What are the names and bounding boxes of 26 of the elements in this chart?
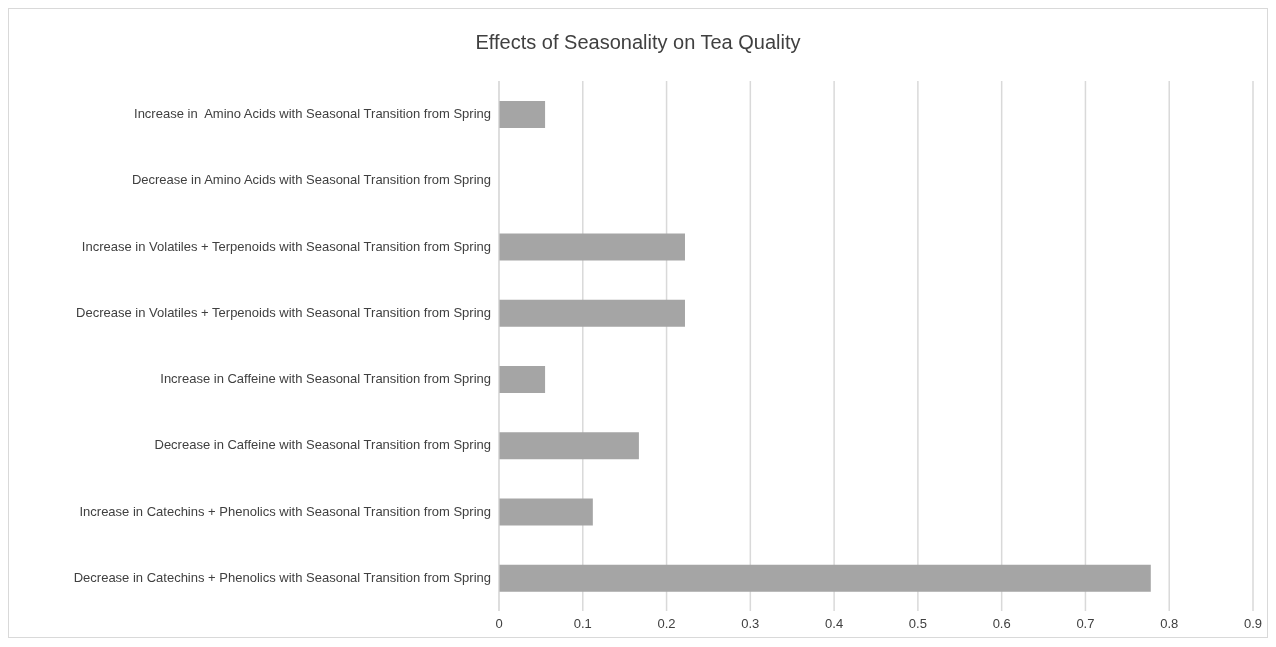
x-tick-label: 0.2 xyxy=(657,616,676,632)
y-tick-label: Increase in Amino Acids with Seasonal Transition from Spring xyxy=(134,106,491,122)
x-tick-label: 0.5 xyxy=(908,616,927,632)
bar xyxy=(499,299,685,327)
bar xyxy=(499,432,639,460)
bar xyxy=(499,564,1151,592)
x-tick-label: 0.6 xyxy=(992,616,1011,632)
bar xyxy=(499,233,685,261)
x-tick-label: 0.9 xyxy=(1243,616,1263,632)
x-tick-label: 0.4 xyxy=(825,616,844,632)
y-tick-label: Increase in Volatiles + Terpenoids with Seasonal Transition from Spring xyxy=(81,238,491,254)
bar xyxy=(499,100,546,128)
y-tick-label: Decrease in Catechins + Phenolics with Seasonal Transition from Spring xyxy=(73,569,491,585)
bar xyxy=(499,365,546,393)
chart-title: Effects of Seasonality on Tea Quality xyxy=(474,30,802,55)
bar xyxy=(499,498,593,526)
x-tick-label: 0.7 xyxy=(1076,616,1095,632)
y-tick-label: Increase in Caffeine with Seasonal Transition from Spring xyxy=(160,371,491,387)
y-tick-label: Decrease in Caffeine with Seasonal Transition from Spring xyxy=(154,437,491,453)
x-tick-label: 0.8 xyxy=(1160,616,1179,632)
y-tick-label: Decrease in Volatiles + Terpenoids with Seasonal Transition from Spring xyxy=(76,304,491,320)
x-tick-label: 0.3 xyxy=(741,616,760,632)
x-tick-label: 0.1 xyxy=(573,616,592,632)
y-tick-label: Increase in Catechins + Phenolics with Seasonal Transition from Spring xyxy=(79,503,491,519)
y-tick-label: Decrease in Amino Acids with Seasonal Transition from Spring xyxy=(131,172,491,188)
x-tick-label: 0 xyxy=(495,616,503,632)
